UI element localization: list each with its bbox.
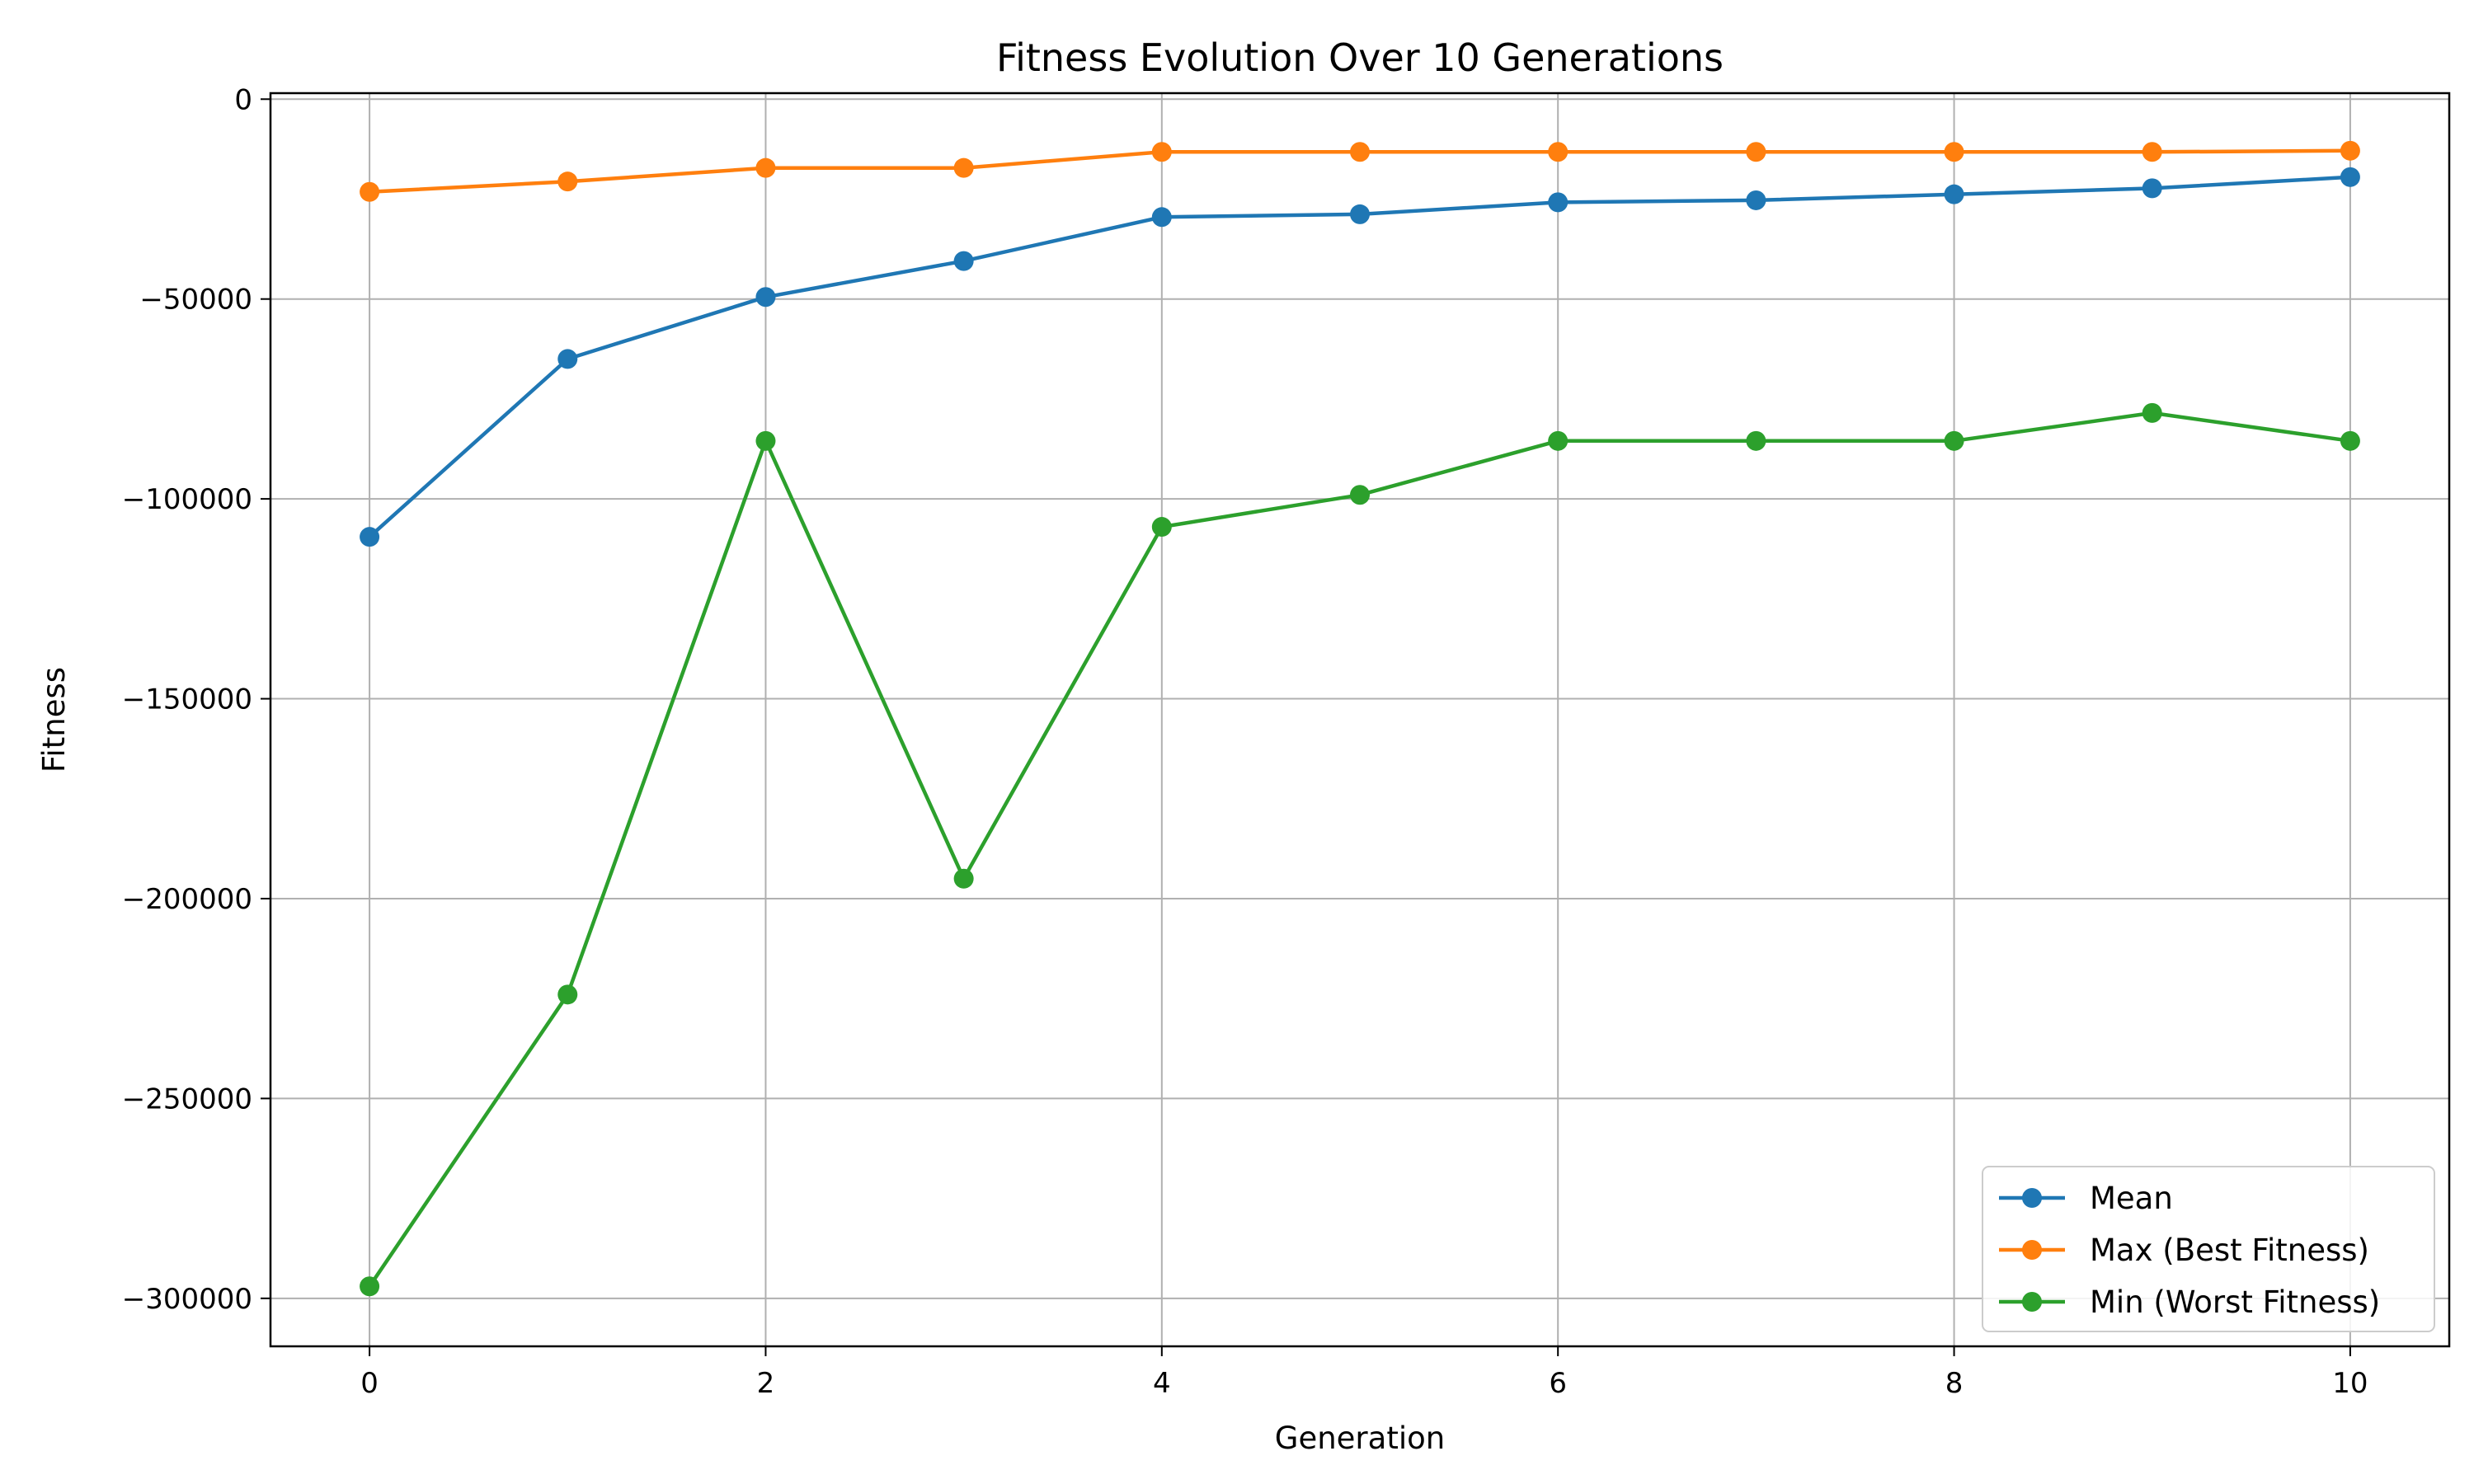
data-point <box>1746 430 1766 451</box>
data-point <box>1350 142 1370 162</box>
y-tick-label: −150000 <box>122 683 252 716</box>
x-tick-label: 10 <box>2332 1367 2368 1400</box>
data-point <box>1746 190 1766 210</box>
data-point <box>953 868 974 889</box>
data-point <box>360 1276 380 1297</box>
data-point <box>360 527 380 547</box>
data-point <box>2340 430 2360 451</box>
data-point <box>2142 402 2162 423</box>
series-2 <box>360 140 2360 202</box>
y-tick-label: −50000 <box>139 284 252 317</box>
x-tick-label: 6 <box>1549 1367 1567 1400</box>
data-point <box>1151 142 1172 162</box>
data-point <box>1746 142 1766 162</box>
x-tick-label: 8 <box>1945 1367 1964 1400</box>
data-point <box>755 157 776 178</box>
data-point <box>2340 140 2360 161</box>
data-point <box>557 984 578 1005</box>
y-tick-label: −100000 <box>122 483 252 516</box>
data-point <box>1944 142 1964 162</box>
data-point <box>1548 142 1569 162</box>
chart-title: Fitness Evolution Over 10 Generations <box>996 35 1724 80</box>
data-point <box>1151 517 1172 538</box>
legend-label: Min (Worst Fitness) <box>2090 1284 2380 1320</box>
y-axis: 0 −50000 −100000 −150000 −200000 −250000 −3000… <box>122 83 270 1316</box>
data-point <box>557 349 578 369</box>
x-axis-label: Generation <box>1275 1421 1445 1456</box>
x-tick-label: 4 <box>1153 1367 1171 1400</box>
data-point <box>557 171 578 192</box>
series-layer <box>360 140 2360 1297</box>
plot-area-frame <box>269 92 2451 1348</box>
x-tick-label: 2 <box>757 1367 775 1400</box>
grid-lines <box>270 93 2449 1346</box>
legend-label: Max (Best Fitness) <box>2090 1233 2369 1268</box>
data-point <box>953 157 974 178</box>
y-tick-label: −300000 <box>122 1283 252 1316</box>
data-point <box>1350 204 1370 224</box>
data-point <box>2142 142 2162 162</box>
data-point <box>755 287 776 308</box>
legend-label: Mean <box>2090 1181 2173 1216</box>
legend-marker <box>2022 1240 2042 1260</box>
legend-entry: Min (Worst Fitness) <box>1999 1284 2380 1320</box>
data-point <box>360 181 380 202</box>
data-point <box>1944 184 1964 204</box>
data-point <box>1350 485 1370 505</box>
y-tick-label: 0 <box>234 83 252 116</box>
x-tick-label: 0 <box>360 1367 379 1400</box>
y-tick-label: −250000 <box>122 1082 252 1115</box>
legend-marker <box>2022 1292 2042 1312</box>
legend-entry: Max (Best Fitness) <box>1999 1233 2369 1268</box>
data-point <box>953 251 974 271</box>
series-1 <box>360 167 2360 547</box>
y-axis-label: Fitness <box>36 667 72 773</box>
data-point <box>1151 207 1172 228</box>
legend-box <box>1982 1166 2435 1332</box>
data-point <box>1944 430 1964 451</box>
data-point <box>1548 430 1569 451</box>
x-axis: 0 2 4 6 8 10 <box>360 1346 2368 1400</box>
legend-entry: Mean <box>1999 1181 2173 1216</box>
data-point <box>755 430 776 451</box>
legend-marker <box>2022 1188 2042 1208</box>
y-tick-label: −200000 <box>122 883 252 916</box>
data-point <box>2340 167 2360 187</box>
data-point <box>1548 192 1569 213</box>
data-point <box>2142 178 2162 199</box>
legend: Mean Max (Best Fitness) Min (Worst Fitness… <box>1982 1166 2435 1332</box>
series-3 <box>360 402 2360 1297</box>
